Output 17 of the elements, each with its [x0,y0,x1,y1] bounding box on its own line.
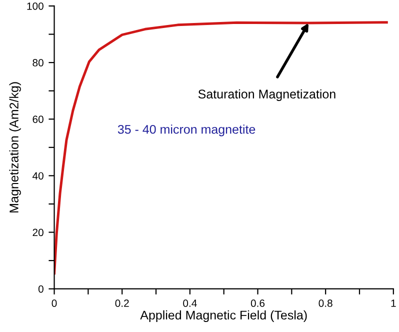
line-series [54,21,388,275]
y-tick-label: 100 [27,2,44,10]
annotation: 35 - 40 micron magnetite [118,124,256,136]
y-tick-label: 20 [32,228,44,236]
y-tick-label: 40 [32,172,44,180]
x-tick-label: 0.4 [183,300,197,307]
x-tick-label: 1 [391,300,396,307]
y-tick-label: 60 [32,116,44,123]
x-axis-title: Applied Magnetic Field (Tesla) [140,310,307,322]
x-tick-label: 0.8 [318,300,332,307]
annotation: Saturation Magnetization [198,89,336,101]
x-tick-label: 0.6 [250,300,265,307]
y-tick-label: 80 [32,59,44,66]
y-tick-label: 0 [38,285,44,293]
x-tick-label: 0.2 [115,300,129,307]
y-axis-title: Magnetization (Am2/kg) [9,82,21,212]
x-tick-label: 0 [52,300,57,307]
